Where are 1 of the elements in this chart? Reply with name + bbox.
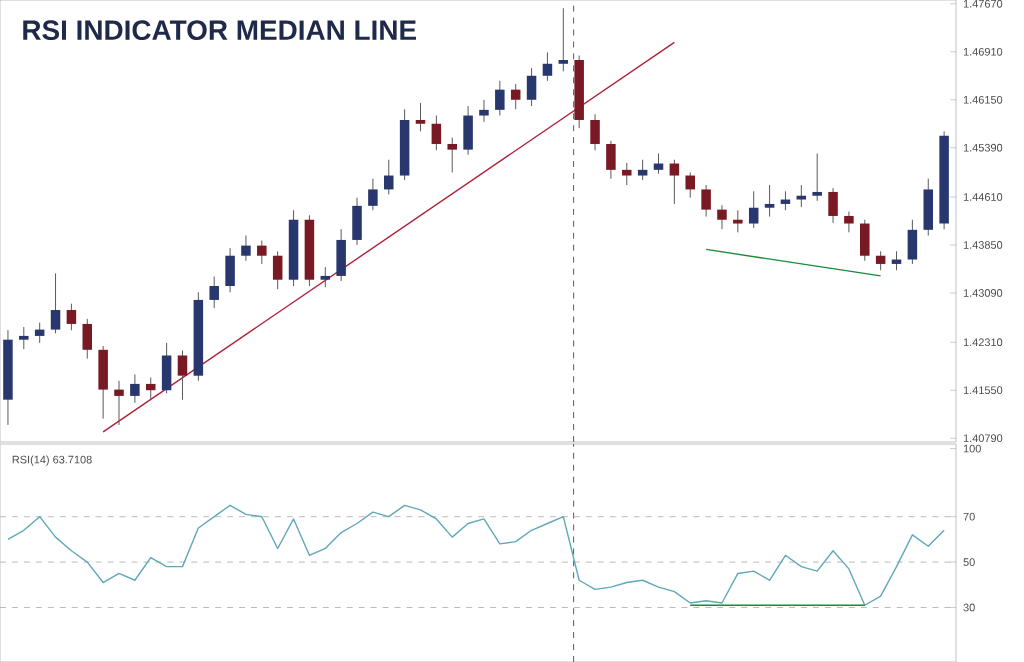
text: RSI INDICATOR MEDIAN LINE bbox=[23, 20, 416, 41]
